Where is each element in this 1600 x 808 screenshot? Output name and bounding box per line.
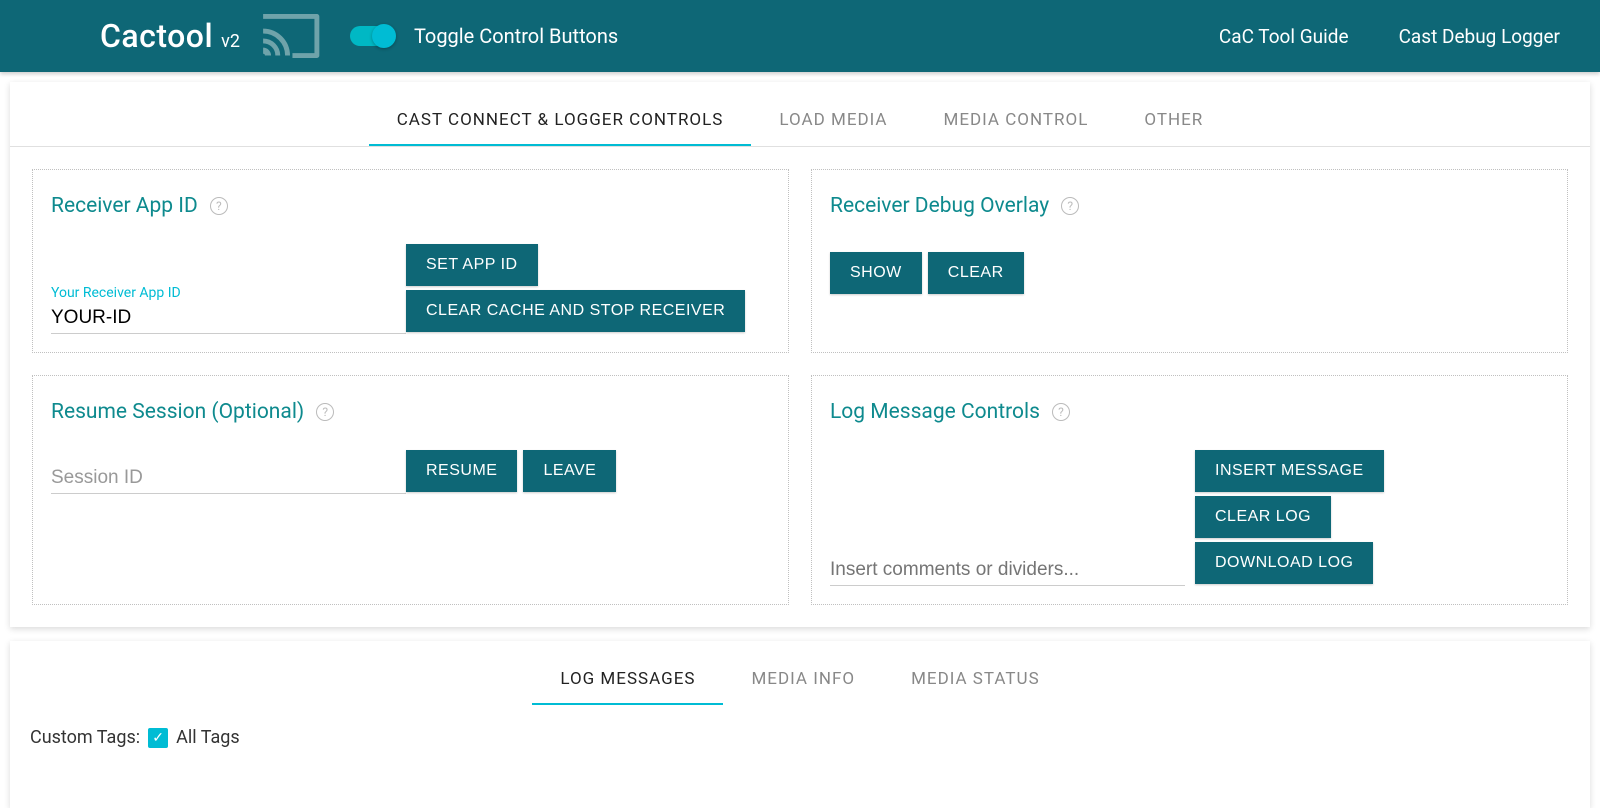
card-title: Resume Session (Optional) ? xyxy=(51,400,770,424)
clear-button[interactable]: CLEAR xyxy=(928,252,1024,294)
card-title: Receiver Debug Overlay ? xyxy=(830,194,1549,218)
resume-session-card: Resume Session (Optional) ? RESUME LEAVE xyxy=(32,375,789,605)
leave-button[interactable]: LEAVE xyxy=(523,450,616,492)
logo-version: v2 xyxy=(221,31,240,52)
set-app-id-button[interactable]: SET APP ID xyxy=(406,244,538,286)
log-message-input[interactable] xyxy=(830,555,1185,586)
tab-log-messages[interactable]: LOG MESSAGES xyxy=(532,653,723,705)
cast-icon xyxy=(260,14,320,62)
log-controls-title: Log Message Controls xyxy=(830,400,1040,424)
log-tabs: LOG MESSAGES MEDIA INFO MEDIA STATUS xyxy=(10,641,1590,705)
clear-log-button[interactable]: CLEAR LOG xyxy=(1195,496,1331,538)
cast-debug-logger-link[interactable]: Cast Debug Logger xyxy=(1399,25,1560,48)
logo-text: Cactool xyxy=(100,17,213,55)
debug-overlay-title: Receiver Debug Overlay xyxy=(830,194,1049,218)
all-tags-checkbox[interactable]: ✓ xyxy=(148,728,168,748)
resume-session-title: Resume Session (Optional) xyxy=(51,400,304,424)
tab-cast-connect[interactable]: CAST CONNECT & LOGGER CONTROLS xyxy=(369,94,752,146)
toggle-knob xyxy=(372,24,396,48)
receiver-app-id-label: Your Receiver App ID xyxy=(51,285,406,301)
download-log-button[interactable]: DOWNLOAD LOG xyxy=(1195,542,1373,584)
show-button[interactable]: SHOW xyxy=(830,252,922,294)
toggle-label: Toggle Control Buttons xyxy=(414,24,618,48)
help-icon[interactable]: ? xyxy=(210,197,228,215)
insert-message-button[interactable]: INSERT MESSAGE xyxy=(1195,450,1384,492)
log-message-controls-card: Log Message Controls ? INSERT MESSAGE CL… xyxy=(811,375,1568,605)
main-panel: CAST CONNECT & LOGGER CONTROLS LOAD MEDI… xyxy=(10,82,1590,627)
session-id-input[interactable] xyxy=(51,463,406,494)
tab-media-status[interactable]: MEDIA STATUS xyxy=(883,653,1068,705)
controls-grid: Receiver App ID ? Your Receiver App ID S… xyxy=(10,147,1590,627)
card-title: Log Message Controls ? xyxy=(830,400,1549,424)
log-panel: LOG MESSAGES MEDIA INFO MEDIA STATUS Cus… xyxy=(10,641,1590,808)
help-icon[interactable]: ? xyxy=(1061,197,1079,215)
receiver-app-id-card: Receiver App ID ? Your Receiver App ID S… xyxy=(32,169,789,353)
resume-button[interactable]: RESUME xyxy=(406,450,517,492)
help-icon[interactable]: ? xyxy=(1052,403,1070,421)
receiver-app-id-input[interactable] xyxy=(51,303,406,334)
tab-media-info[interactable]: MEDIA INFO xyxy=(723,653,883,705)
custom-tags-label: Custom Tags: xyxy=(30,727,140,748)
tab-load-media[interactable]: LOAD MEDIA xyxy=(751,94,915,146)
header: Cactool v2 Toggle Control Buttons CaC To… xyxy=(0,0,1600,72)
main-tabs: CAST CONNECT & LOGGER CONTROLS LOAD MEDI… xyxy=(10,82,1590,147)
cac-tool-guide-link[interactable]: CaC Tool Guide xyxy=(1219,25,1349,48)
receiver-debug-overlay-card: Receiver Debug Overlay ? SHOW CLEAR xyxy=(811,169,1568,353)
custom-tags-row: Custom Tags: ✓ All Tags xyxy=(10,705,1590,748)
tab-other[interactable]: OTHER xyxy=(1116,94,1231,146)
clear-cache-button[interactable]: CLEAR CACHE AND STOP RECEIVER xyxy=(406,290,745,332)
all-tags-label: All Tags xyxy=(176,727,240,748)
toggle-control-buttons[interactable] xyxy=(350,26,394,46)
help-icon[interactable]: ? xyxy=(316,403,334,421)
receiver-app-id-title: Receiver App ID xyxy=(51,194,198,218)
card-title: Receiver App ID ? xyxy=(51,194,770,218)
tab-media-control[interactable]: MEDIA CONTROL xyxy=(916,94,1117,146)
